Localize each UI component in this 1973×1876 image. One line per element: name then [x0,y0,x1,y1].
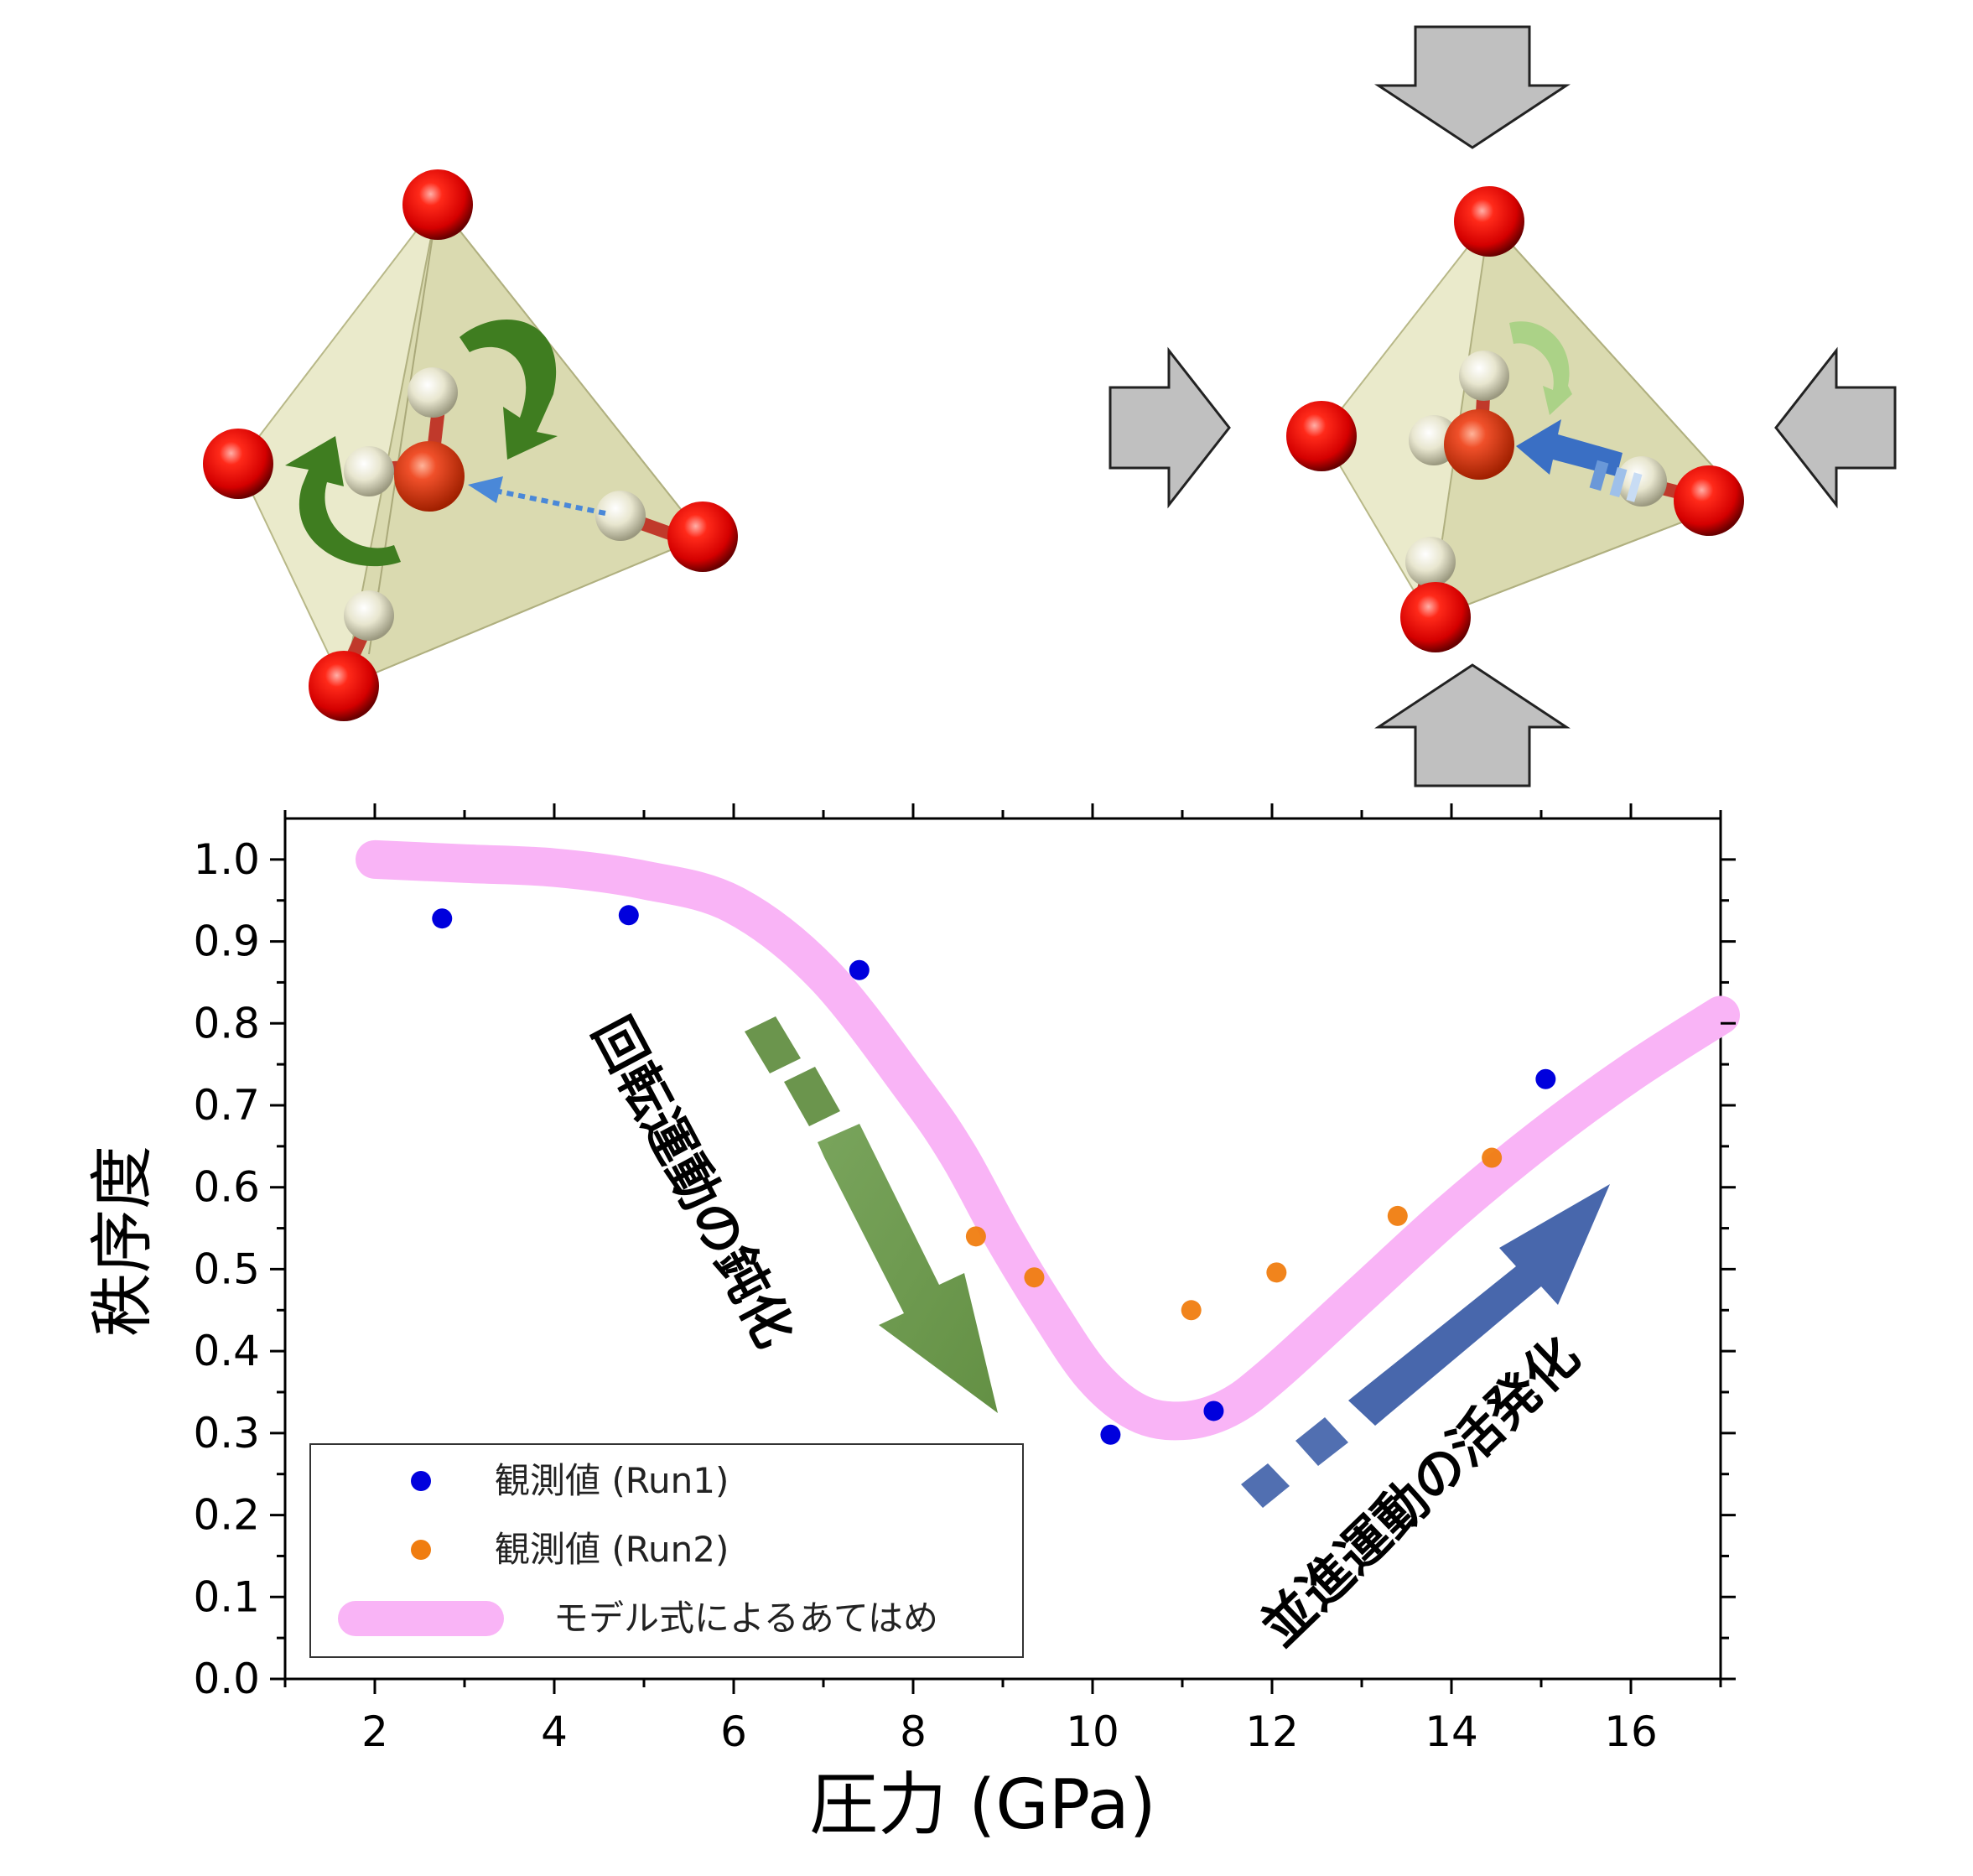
data-point-run1 [1203,1401,1224,1421]
compression-arrow-down-icon [1374,25,1571,149]
rotation-arrow-icon [460,319,558,460]
rotation-slowdown-arrow-icon [745,1016,998,1413]
y-tick-label: 0.6 [193,1163,260,1212]
legend-label-run2: 観測値 (Run2) [495,1529,729,1570]
oxygen-atom-central [394,441,465,512]
translation-hint-arrowhead [468,476,503,503]
rotation-arrow-icon [1509,321,1572,415]
y-tick-label: 0.0 [193,1655,260,1703]
hydrogen-atom [595,491,646,541]
y-tick-label: 0.4 [193,1327,260,1375]
legend-label-run1: 観測値 (Run1) [495,1460,729,1501]
x-axis-label: 圧力 (GPa) [809,1765,1156,1845]
oxygen-atom [1286,401,1357,471]
data-point-run2 [1387,1205,1408,1226]
data-point-run2 [965,1226,986,1247]
illustration-compressed-cluster [1109,25,1897,787]
data-point-run2 [1482,1147,1503,1168]
hydrogen-atom [1459,351,1509,401]
legend-label-fit: モデル式によるあてはめ [553,1598,938,1639]
data-point-run1 [849,959,870,980]
data-point-run2 [1024,1267,1045,1288]
y-tick-label: 0.8 [193,999,260,1047]
data-point-run1 [1100,1424,1121,1445]
legend: 観測値 (Run1) 観測値 (Run2) モデル式によるあてはめ [309,1443,1024,1658]
y-tick-label: 0.3 [193,1409,260,1458]
x-tick-label: 16 [1604,1707,1658,1756]
data-point-run1 [432,908,453,929]
compression-arrow-left-icon [1774,346,1897,509]
data-points-layer [432,905,1556,1445]
hydrogen-atom [344,590,394,641]
y-tick-label: 0.5 [193,1245,260,1293]
x-tick-label: 8 [900,1707,927,1756]
legend-marker-run2 [411,1540,431,1560]
y-axis-label: 秩序度 [85,1146,159,1337]
oxygen-atom-central [1444,409,1514,480]
y-tick-label: 0.2 [193,1491,260,1540]
x-tick-label: 12 [1245,1707,1299,1756]
data-point-run1 [1535,1068,1556,1089]
legend-marker-run1 [411,1471,431,1491]
fit-curve-layer [356,839,1740,1441]
y-tick-label: 0.7 [193,1081,260,1130]
oxygen-atom [667,501,738,572]
y-tick-label: 1.0 [193,835,260,884]
hydrogen-atom [408,367,458,418]
hydrogen-atom [344,446,394,496]
oxygen-atom [1400,582,1471,652]
chart-area: 回転運動の鈍化 並進運動の活発化 2 4 6 8 10 12 14 16 0.00.10.20… [85,803,1740,1845]
compression-arrow-right-icon [1109,346,1231,509]
x-tick-label: 10 [1066,1707,1119,1756]
y-tick-label: 0.9 [193,917,260,966]
x-axis-ticks: 2 4 6 8 10 12 14 16 [283,803,1722,1756]
compression-arrow-up-icon [1374,663,1571,787]
y-tick-label: 0.1 [193,1572,260,1621]
data-point-run2 [1266,1262,1287,1283]
translation-hint-arrow [494,488,606,516]
data-point-run1 [618,905,639,926]
data-point-run2 [1181,1300,1202,1321]
oxygen-atom [203,429,273,499]
illustration-rotation-cluster [203,169,738,721]
oxygen-atom [402,169,473,240]
y-axis-ticks: 0.0 0.1 0.2 0.3 0.4 0.5 0.6 0.7 0.8 0.9 1.0 [193,835,1736,1703]
oxygen-atom [1454,186,1524,257]
translation-activation-arrow-icon [1241,1184,1610,1508]
translation-arrow-icon [1516,419,1643,502]
x-tick-label: 6 [720,1707,747,1756]
rotation-arrow-icon [285,436,401,567]
hydrogen-atom [1405,537,1456,587]
x-tick-label: 14 [1425,1707,1478,1756]
fit-curve [356,839,1740,1441]
x-tick-label: 4 [541,1707,568,1756]
x-tick-label: 2 [361,1707,388,1756]
hydrogen-atom [1617,456,1667,507]
oxygen-atom [1674,465,1744,536]
oxygen-atom [309,651,379,721]
